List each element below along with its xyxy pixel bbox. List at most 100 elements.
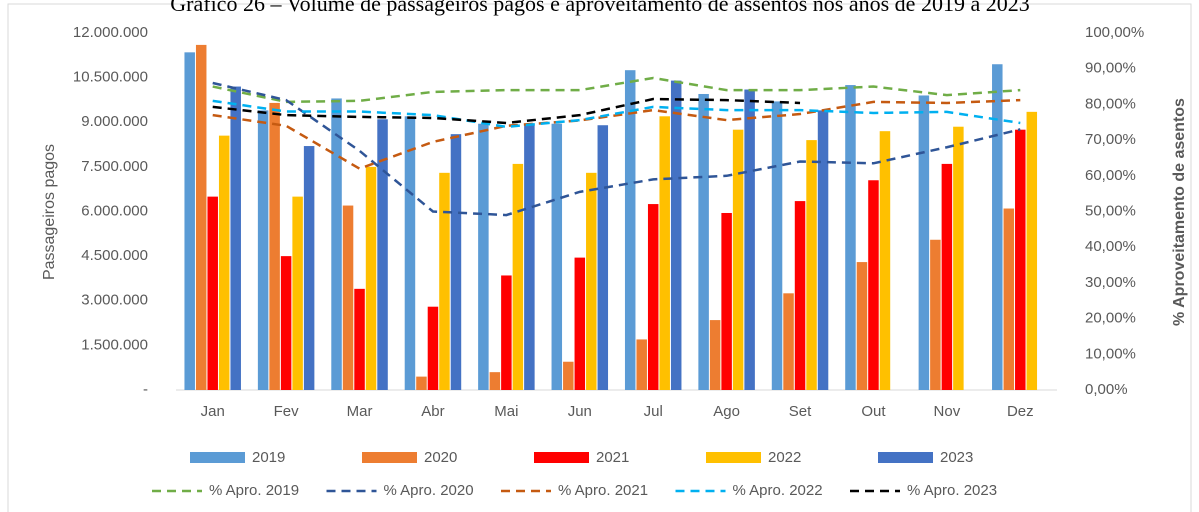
bar (427, 306, 439, 390)
legend-swatch (190, 452, 245, 463)
y-tick-label: 3.000.000 (81, 292, 148, 309)
bar (257, 110, 269, 390)
y2-tick-label: 30,00% (1085, 274, 1136, 291)
x-tick-label: Mar (347, 403, 373, 420)
legend-label: 2021 (596, 449, 629, 466)
bar (659, 116, 670, 391)
legend-label: 2022 (768, 449, 801, 466)
bar (744, 89, 755, 391)
x-tick-label: Jun (568, 403, 592, 420)
legend-label: % Apro. 2022 (733, 482, 823, 499)
bar (624, 70, 636, 390)
y2-tick-label: 0,00% (1085, 381, 1128, 398)
y-axis-title: Passageiros pagos (41, 144, 58, 280)
legend-label: % Apro. 2020 (384, 482, 474, 499)
bar (636, 339, 647, 390)
bar (551, 123, 563, 391)
x-tick-label: Dez (1007, 403, 1034, 420)
bar (439, 172, 450, 390)
bar (207, 196, 218, 390)
bar (218, 135, 230, 390)
legend-swatch (706, 452, 761, 463)
bar (941, 163, 953, 390)
bar (563, 361, 574, 390)
bar (721, 212, 732, 390)
legend-label: 2019 (252, 449, 285, 466)
bar (992, 64, 1003, 391)
line (212, 99, 1021, 129)
legend-swatch (534, 452, 589, 463)
bar (953, 126, 964, 391)
y2-tick-label: 50,00% (1085, 202, 1136, 219)
bar (292, 196, 303, 390)
x-tick-label: Out (861, 403, 886, 420)
bar (354, 288, 365, 390)
bar (365, 166, 377, 390)
legend-swatch (362, 452, 417, 463)
bar (868, 180, 879, 390)
bar (771, 101, 783, 391)
line (212, 97, 801, 125)
legend-label: % Apro. 2023 (907, 482, 997, 499)
y-tick-label: - (143, 381, 148, 398)
bar (404, 116, 416, 391)
bar (698, 93, 709, 391)
bar (845, 85, 856, 390)
bar (732, 129, 744, 390)
bar (195, 44, 207, 391)
y2-tick-label: 20,00% (1085, 310, 1136, 327)
legend-label: % Apro. 2021 (558, 482, 648, 499)
bar (918, 95, 930, 390)
x-tick-label: Mai (494, 403, 518, 420)
legend-swatch (878, 452, 933, 463)
bar (783, 293, 794, 390)
bar (512, 163, 524, 390)
bar (230, 86, 241, 391)
x-tick-label: Jan (201, 403, 225, 420)
x-tick-label: Ago (713, 403, 740, 420)
y2-tick-label: 90,00% (1085, 60, 1136, 77)
bar (647, 204, 659, 390)
y2-tick-label: 10,00% (1085, 345, 1136, 362)
y-tick-label: 9.000.000 (81, 113, 148, 130)
bar (450, 134, 462, 390)
x-tick-label: Set (789, 403, 812, 420)
bar (856, 262, 868, 390)
y-tick-label: 6.000.000 (81, 202, 148, 219)
bar (709, 320, 721, 390)
bar (269, 102, 280, 390)
bar (1026, 111, 1038, 391)
y2-axis-title: % Aproveitamento de asentos (1171, 98, 1188, 326)
y2-tick-label: 60,00% (1085, 167, 1136, 184)
legend-label: % Apro. 2019 (209, 482, 299, 499)
bar (1015, 129, 1026, 390)
bar (930, 239, 941, 390)
legend-label: 2020 (424, 449, 457, 466)
bar (489, 372, 501, 390)
bar (817, 110, 829, 390)
x-tick-label: Abr (421, 403, 444, 420)
y2-tick-label: 80,00% (1085, 95, 1136, 112)
bar (794, 201, 806, 390)
bar (574, 257, 586, 390)
bar (524, 123, 535, 391)
bar (597, 125, 609, 390)
x-tick-label: Nov (934, 403, 961, 420)
y-tick-label: 1.500.000 (81, 336, 148, 353)
y2-tick-label: 40,00% (1085, 238, 1136, 255)
bar (806, 140, 817, 390)
x-tick-label: Jul (644, 403, 663, 420)
y-tick-label: 12.000.000 (73, 24, 148, 41)
y-tick-label: 10.500.000 (73, 69, 148, 86)
bar (879, 131, 891, 391)
x-tick-label: Fev (274, 403, 300, 420)
y-tick-label: 7.500.000 (81, 158, 148, 175)
bar (184, 52, 195, 391)
bar (1003, 208, 1015, 390)
bar (478, 123, 489, 391)
bar (416, 376, 427, 390)
bar (586, 172, 597, 390)
chart-frame (7, 3, 1192, 512)
y2-tick-label: 70,00% (1085, 131, 1136, 148)
